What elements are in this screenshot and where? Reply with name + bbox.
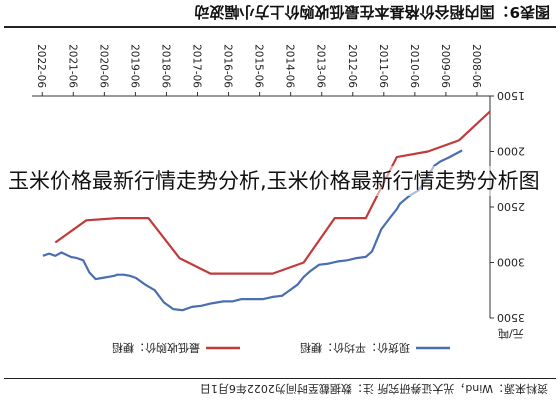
y-tick-label: 3000: [497, 256, 525, 269]
x-tick-label: 2018-06: [159, 44, 171, 88]
x-tick-label: 2022-06: [35, 44, 47, 88]
line-chart: 1500 2000 2500 3000 3500 元/吨 2008-06 2009-06 201…: [32, 44, 525, 355]
x-tick-label: 2008-06: [470, 44, 482, 88]
y-axis-unit-label: 元/吨: [498, 327, 524, 340]
x-tick-label: 2012-06: [346, 44, 358, 88]
x-tick-label: 2021-06: [66, 44, 78, 88]
x-tick-label: 2017-06: [191, 44, 203, 88]
y-tick-label: 3500: [497, 311, 525, 324]
x-tick-label: 2020-06: [97, 44, 109, 88]
y-tick-label: 2000: [497, 145, 525, 158]
x-tick-label: 2015-06: [253, 44, 265, 88]
x-tick-label: 2011-06: [377, 44, 389, 88]
x-tick-label: 2010-06: [408, 44, 420, 88]
series-line-1: [42, 149, 463, 312]
series-line-2: [54, 110, 491, 275]
x-tick-label: 2009-06: [439, 44, 451, 88]
y-tick-label: 2500: [497, 200, 525, 213]
chart-source-note: 资料来源：Wind，光大证券研究所 注：数据截至时间为2022年6月1日: [4, 378, 556, 400]
legend-label-2: 最低收购价：粳稻: [112, 341, 200, 355]
x-tick-label: 2014-06: [284, 44, 296, 88]
overlay-caption: 玉米价格最新行情走势分析,玉米价格最新行情走势分析图: [8, 166, 560, 196]
chart-title: 图表9：国内稻谷价格基本在最低收购价上方小幅波动: [4, 0, 556, 28]
y-tick-label: 1500: [497, 89, 525, 102]
x-tick-label: 2019-06: [128, 44, 140, 88]
x-tick-label: 2016-06: [222, 44, 234, 88]
legend-label-1: 现货价：平均价：粳稻: [300, 341, 410, 355]
x-tick-label: 2013-06: [315, 44, 327, 88]
